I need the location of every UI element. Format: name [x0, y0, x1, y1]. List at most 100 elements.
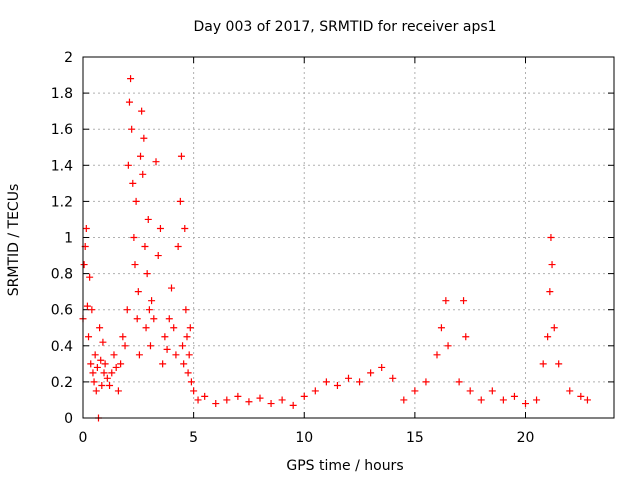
- data-point: [154, 252, 162, 260]
- data-point: [145, 306, 153, 314]
- data-point: [85, 333, 93, 341]
- data-point: [139, 170, 147, 178]
- data-point: [182, 306, 190, 314]
- y-tick-label: 0.6: [51, 303, 73, 319]
- data-point: [400, 396, 408, 404]
- data-point: [142, 324, 150, 332]
- data-point: [499, 396, 507, 404]
- data-point: [460, 297, 468, 305]
- data-point: [89, 369, 97, 377]
- data-point: [300, 392, 308, 400]
- data-point: [127, 75, 135, 83]
- y-tick-label: 0.4: [51, 339, 73, 355]
- data-point: [201, 392, 209, 400]
- data-point: [333, 382, 341, 390]
- data-point: [367, 369, 375, 377]
- data-point: [165, 315, 173, 323]
- y-tick-label: 1: [64, 231, 73, 247]
- data-points: [79, 75, 591, 422]
- data-point: [163, 345, 171, 353]
- data-point: [98, 382, 106, 390]
- data-point: [550, 324, 558, 332]
- data-point: [544, 333, 552, 341]
- data-point: [82, 224, 90, 232]
- data-point: [510, 392, 518, 400]
- data-point: [108, 369, 116, 377]
- y-axis-label: SRMTID / TECUs: [6, 184, 22, 297]
- data-point: [533, 396, 541, 404]
- data-point: [190, 387, 198, 395]
- data-point: [322, 378, 330, 386]
- grid-lines: [83, 57, 614, 418]
- y-tick-label: 2: [64, 50, 73, 66]
- data-point: [125, 98, 133, 106]
- data-point: [174, 243, 182, 251]
- data-point: [112, 363, 120, 371]
- data-point: [278, 396, 286, 404]
- data-point: [234, 392, 242, 400]
- data-point: [92, 387, 100, 395]
- data-point: [256, 394, 264, 402]
- chart-title: Day 003 of 2017, SRMTID for receiver aps…: [193, 19, 496, 35]
- data-point: [289, 401, 297, 409]
- data-point: [477, 396, 485, 404]
- data-point: [110, 351, 118, 359]
- data-point: [101, 360, 109, 368]
- data-point: [148, 297, 156, 305]
- data-point: [547, 234, 555, 241]
- data-point: [159, 360, 167, 368]
- data-point: [133, 315, 141, 323]
- data-point: [137, 152, 145, 160]
- data-point: [184, 369, 192, 377]
- data-point: [131, 261, 139, 269]
- y-tick-label: 0: [64, 411, 73, 427]
- data-point: [185, 351, 193, 359]
- data-point: [150, 315, 158, 323]
- data-point: [566, 387, 574, 395]
- data-point: [130, 234, 138, 241]
- data-point: [172, 351, 180, 359]
- data-point: [437, 324, 445, 332]
- x-tick-label: 0: [79, 430, 88, 446]
- x-tick-label: 5: [189, 430, 198, 446]
- data-point: [170, 324, 178, 332]
- data-point: [194, 396, 202, 404]
- data-point: [466, 387, 474, 395]
- x-tick-label: 15: [406, 430, 424, 446]
- data-point: [135, 351, 143, 359]
- data-point: [161, 333, 169, 341]
- data-point: [245, 398, 253, 406]
- data-point: [411, 387, 419, 395]
- data-point: [86, 273, 94, 281]
- data-point: [93, 363, 101, 371]
- data-point: [345, 374, 352, 382]
- data-point: [156, 224, 164, 232]
- data-point: [539, 360, 547, 368]
- data-point: [187, 378, 195, 386]
- data-point: [144, 215, 152, 223]
- data-point: [80, 261, 88, 269]
- y-tick-label: 0.2: [51, 375, 73, 391]
- data-point: [183, 333, 191, 341]
- y-tick-label: 1.8: [51, 86, 73, 102]
- data-point: [577, 392, 585, 400]
- data-point: [124, 161, 132, 169]
- y-tick-label: 0.8: [51, 267, 73, 283]
- data-point: [128, 125, 136, 133]
- data-point: [138, 107, 146, 115]
- data-point: [462, 333, 470, 341]
- data-point: [181, 224, 189, 232]
- data-point: [87, 360, 95, 368]
- data-point: [583, 396, 591, 404]
- data-point: [176, 197, 184, 205]
- data-point: [103, 374, 111, 382]
- data-point: [546, 288, 554, 296]
- data-point: [100, 369, 108, 377]
- x-tick-label: 20: [517, 430, 535, 446]
- data-point: [488, 387, 496, 395]
- y-tick-label: 1.2: [51, 194, 73, 210]
- data-point: [141, 243, 149, 251]
